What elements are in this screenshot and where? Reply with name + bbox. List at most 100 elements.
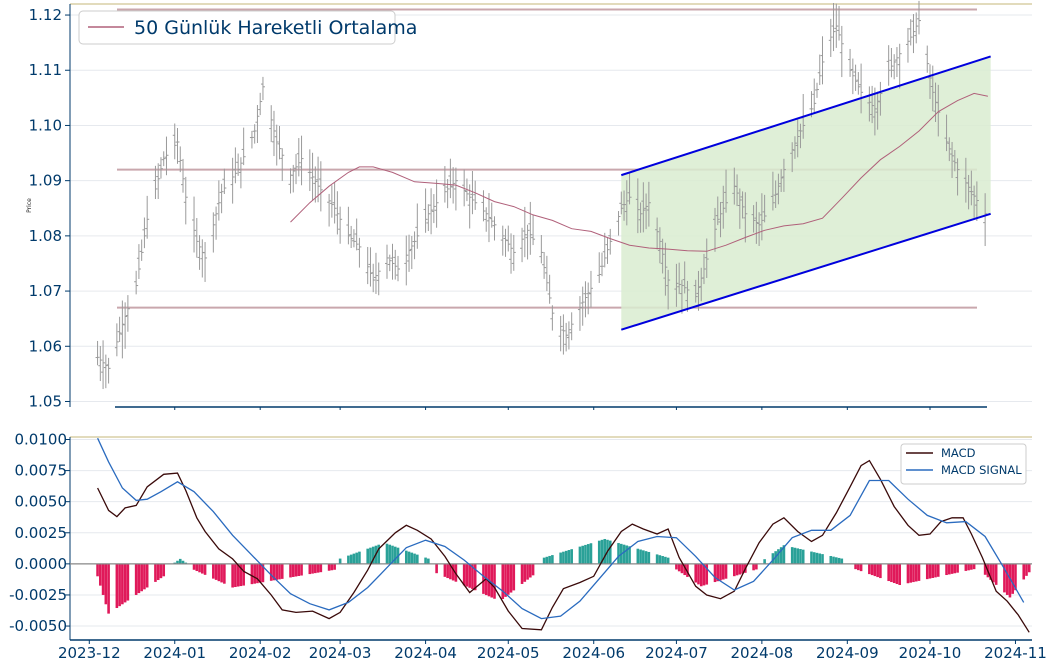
macd-histogram-bar: [250, 563, 254, 585]
macd-histogram-bar: [269, 563, 273, 581]
macd-histogram-bar: [349, 554, 353, 564]
macd-histogram-bar: [393, 546, 397, 564]
macd-histogram-bar: [542, 557, 546, 564]
macd-histogram-bar: [818, 553, 822, 564]
macd-histogram-bar: [834, 557, 838, 564]
macd-x-tick-label: 2024-10: [899, 644, 962, 662]
macd-histogram-bar: [699, 563, 703, 587]
macd-histogram-bar: [642, 550, 645, 564]
macd-histogram-bar: [972, 563, 976, 570]
macd-histogram-bar: [275, 563, 279, 580]
macd-histogram-bar: [873, 563, 877, 577]
macd-histogram-bar: [358, 551, 361, 564]
macd-histogram-bar: [107, 563, 110, 614]
macd-histogram-bar: [121, 563, 124, 605]
macd-histogram-bar: [366, 548, 369, 564]
macd-histogram-bar: [735, 563, 739, 576]
macd-histogram-bar: [622, 544, 626, 564]
macd-histogram-bar: [733, 563, 736, 577]
macd-histogram-bar: [666, 557, 670, 564]
macd-histogram-bar: [176, 560, 179, 564]
macd-x-tick-label: 2024-02: [229, 644, 292, 662]
macd-x-tick-label: 2024-04: [394, 644, 457, 662]
macd-histogram-bar: [473, 563, 477, 591]
macd-histogram-bar: [950, 563, 954, 574]
macd-histogram-bar: [330, 563, 334, 571]
macd-histogram-bar: [548, 555, 551, 564]
macd-histogram-bar: [782, 545, 786, 564]
macd-histogram-bar: [934, 563, 937, 578]
macd-histogram-bar: [404, 550, 408, 564]
macd-histogram-bar: [694, 563, 698, 583]
macd-histogram-bar: [462, 563, 466, 586]
macd-histogram-bar: [126, 563, 130, 601]
macd-histogram-bar: [388, 544, 392, 564]
macd-histogram-bar: [705, 563, 709, 585]
macd-histogram-bar: [410, 552, 414, 564]
macd-histogram-bar: [857, 563, 860, 571]
macd-histogram-bar: [721, 563, 725, 580]
macd-y-tick-label: 0.0025: [15, 524, 68, 542]
macd-histogram-bar: [892, 563, 896, 584]
macd-histogram-bar: [994, 563, 998, 585]
macd-histogram-bar: [217, 563, 221, 582]
macd-histogram-bar: [1011, 563, 1015, 594]
macd-histogram-bar: [134, 563, 138, 595]
macd-histogram-bar: [391, 545, 394, 564]
macd-histogram-bar: [201, 563, 204, 574]
macd-histogram-bar: [490, 563, 494, 598]
macd-x-tick-label: 2024-06: [562, 644, 625, 662]
macd-histogram-bar: [589, 543, 593, 564]
macd-histogram-bar: [677, 563, 681, 572]
macd-histogram-bar: [914, 563, 918, 582]
macd-histogram-bar: [625, 545, 629, 564]
macd-histogram-bar: [597, 540, 601, 564]
macd-histogram-bar: [261, 563, 265, 583]
macd-histogram-bar: [198, 563, 201, 573]
macd-histogram-bar: [628, 546, 631, 564]
macd-histogram-bar: [812, 552, 816, 564]
macd-histogram-bar: [181, 560, 185, 564]
macd-histogram-bar: [308, 563, 312, 575]
macd-histogram-bar: [559, 552, 562, 564]
macd-histogram-bar: [369, 547, 372, 564]
macd-histogram-bar: [253, 563, 256, 584]
macd-histogram-bar: [970, 563, 973, 570]
macd-histogram-bar: [564, 550, 568, 564]
macd-histogram-bar: [333, 563, 336, 570]
macd-histogram-bar: [1025, 563, 1028, 576]
macd-histogram-bar: [551, 555, 554, 564]
macd-histogram-bar: [123, 563, 127, 603]
macd-x-tick-label: 2024-07: [645, 644, 708, 662]
macd-x-tick-label: 2024-03: [309, 644, 372, 662]
macd-histogram-bar: [443, 563, 447, 577]
trend-channel-fill: [621, 56, 991, 330]
macd-histogram-bar: [810, 551, 813, 564]
macd-histogram-bar: [600, 539, 604, 564]
macd-histogram-bar: [526, 563, 529, 580]
macd-histogram-bar: [115, 563, 119, 609]
macd-histogram-bar: [799, 549, 802, 564]
macd-histogram-bar: [529, 563, 532, 578]
macd-histogram-bar: [793, 547, 797, 564]
macd-histogram-bar: [771, 553, 775, 564]
macd-histogram-bar: [948, 563, 951, 575]
macd-histogram-bar: [912, 563, 915, 583]
macd-histogram-bar: [570, 549, 573, 564]
macd-histogram-bar: [239, 563, 243, 587]
macd-histogram-bar: [680, 563, 684, 574]
macd-histogram-bar: [724, 563, 728, 579]
macd-histogram-bar: [493, 563, 496, 599]
macd-histogram-bar: [471, 563, 474, 590]
macd-histogram-bar: [468, 563, 471, 588]
macd-histogram-bar: [790, 547, 794, 564]
macd-histogram-bar: [545, 556, 549, 564]
macd-histogram-bar: [145, 563, 149, 588]
macd-histogram-bar: [319, 563, 323, 573]
macd-histogram-bar: [876, 563, 879, 578]
macd-histogram-bar: [371, 546, 375, 564]
macd-histogram-bar: [603, 538, 607, 564]
macd-histogram-bar: [178, 558, 182, 564]
macd-histogram-bar: [280, 563, 284, 579]
macd-histogram-bar: [272, 563, 276, 581]
